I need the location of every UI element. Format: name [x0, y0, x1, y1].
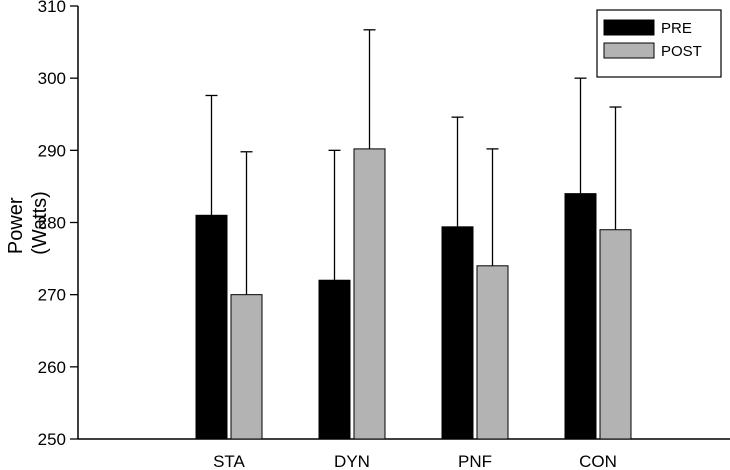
legend: PRE POST: [596, 9, 722, 78]
legend-label-post: POST: [661, 43, 702, 60]
x-tick-label-con: CON: [579, 452, 617, 470]
bars: [195, 148, 632, 440]
y-axis-title-line-2: (Watts): [29, 191, 51, 255]
error-bars: [205, 29, 622, 295]
y-tick-label: 300: [38, 69, 66, 88]
y-tick-label: 290: [38, 141, 66, 160]
bar-pre-dyn: [318, 279, 351, 440]
y-tick-label: 260: [38, 358, 66, 377]
x-category-labels: STA DYN PNF CON: [213, 452, 617, 470]
bar-pre-pnf: [441, 226, 474, 440]
x-tick-label-sta: STA: [213, 452, 245, 470]
legend-swatch-pre: [603, 19, 655, 36]
x-tick-label-pnf: PNF: [458, 452, 492, 470]
bar-pre-sta: [195, 214, 228, 440]
y-axis-title-line-1: Power: [5, 197, 27, 254]
y-tick-label: 270: [38, 286, 66, 305]
x-tick-label-dyn: DYN: [334, 452, 370, 470]
legend-swatch-post: [603, 42, 655, 59]
y-tick-label: 310: [38, 0, 66, 16]
bar-post-con: [599, 229, 632, 440]
bar-post-sta: [230, 294, 263, 440]
y-tick-label: 280: [38, 214, 66, 233]
y-axis-title: Power (Watts): [5, 191, 51, 255]
legend-label-pre: PRE: [661, 20, 692, 37]
bar-post-dyn: [353, 148, 386, 440]
y-tick-label: 250: [38, 430, 66, 449]
y-ticks: 250 260 270 280 290 300 310: [38, 0, 78, 449]
bar-pre-con: [564, 193, 597, 440]
bar-post-pnf: [476, 265, 509, 440]
